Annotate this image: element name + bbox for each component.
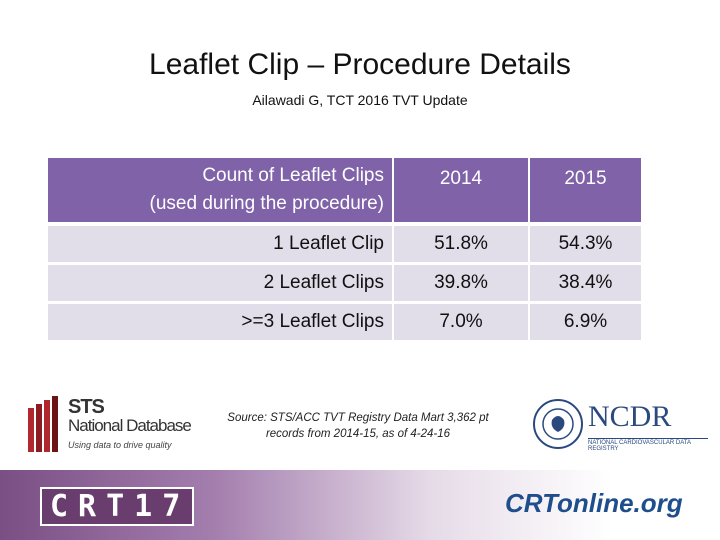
table-cell: 39.8% <box>394 265 528 301</box>
header-line: Count of Leaflet Clips <box>202 165 384 186</box>
header-cell: Count of Leaflet Clips (used during the … <box>48 158 392 222</box>
table-cell: 6.9% <box>530 304 641 340</box>
header-cell: 2014 <box>394 158 528 222</box>
ncdr-tagline: NATIONAL CARDIOVASCULAR DATA REGISTRY <box>588 438 708 452</box>
row-label: >=3 Leaflet Clips <box>48 304 392 340</box>
crt-logo: CRT17 <box>40 487 195 526</box>
table-cell: 54.3% <box>530 226 641 262</box>
header-line: (used during the procedure) <box>149 193 384 214</box>
source-line: Source: STS/ACC TVT Registry Data Mart 3… <box>227 412 489 424</box>
crtonline-logo: CRTonline.org <box>505 488 683 518</box>
table-cell: 7.0% <box>394 304 528 340</box>
source: Source: STS/ACC TVT Registry Data Mart 3… <box>200 410 516 442</box>
sts-logo-text: National Database <box>68 416 192 435</box>
subtitle: Ailawadi G, TCT 2016 TVT Update <box>252 92 468 108</box>
row-label: 1 Leaflet Clip <box>48 226 392 262</box>
sts-logo-text: STS <box>68 396 105 418</box>
sts-tagline: Using data to drive quality <box>68 440 172 450</box>
row-label: 2 Leaflet Clips <box>48 265 392 301</box>
source-line: records from 2014-15, as of 4-24-16 <box>265 428 451 440</box>
table-cell: 38.4% <box>530 265 641 301</box>
header-cell: 2015 <box>530 158 641 222</box>
ncdr-logo-text: NCDR <box>588 400 672 433</box>
sts-bars <box>28 396 58 452</box>
acc-seal <box>533 399 583 449</box>
title: Leaflet Clip – Procedure Details <box>149 48 571 81</box>
table-cell: 51.8% <box>394 226 528 262</box>
